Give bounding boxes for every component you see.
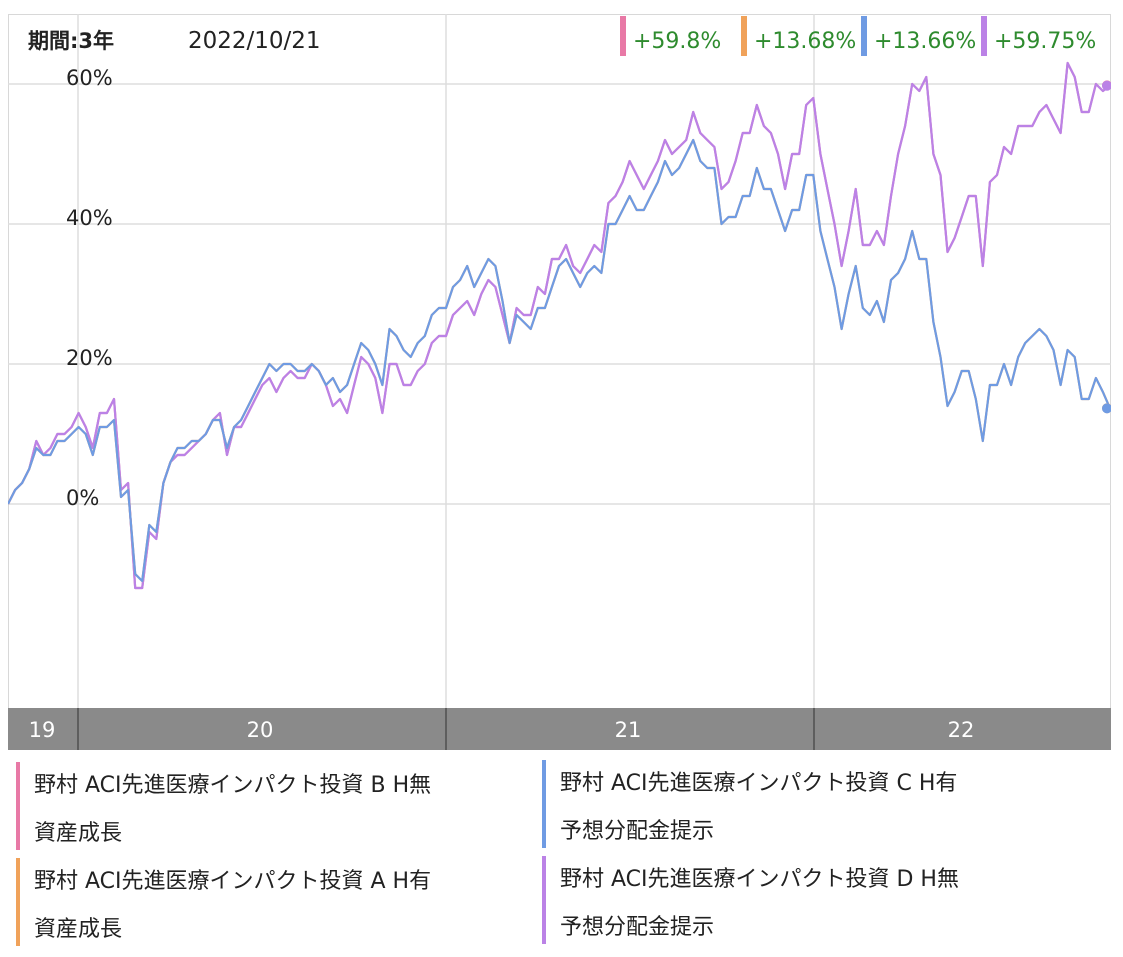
legend-item-a-h-ari-shisan: 野村 ACI先進医療インパクト投資 A H有 資産成長 (16, 858, 534, 954)
series-line-1 (7, 61, 1111, 590)
series-lines (7, 61, 1112, 590)
legend-fund-type: 予想分配金提示 (560, 915, 715, 940)
change-value: +59.8% (633, 29, 721, 54)
change-value: +13.68% (754, 29, 856, 54)
year-label-20: 20 (247, 718, 274, 742)
change-color-bar (861, 16, 867, 56)
series-end-markers (1102, 80, 1112, 414)
change-value: +59.75% (994, 29, 1096, 54)
legend-fund-name: 野村 ACI先進医療インパクト投資 A H有 (34, 869, 432, 894)
legend-fund-name: 野村 ACI先進医療インパクト投資 D H無 (560, 867, 959, 892)
change-color-bar (981, 16, 987, 56)
year-label-19: 19 (29, 718, 56, 742)
legend-color-bar (16, 762, 20, 850)
legend-color-bar (542, 760, 546, 848)
change-readouts: +59.8% +13.68% +13.66% +59.75% (620, 16, 1096, 56)
y-tick-label: 60% (66, 66, 113, 90)
year-label-21: 21 (615, 718, 642, 742)
chart-area: 60% 40% 20% 0% 19 20 21 22 期間:3年 2022/10/21 +5… (7, 14, 1112, 750)
year-label-22: 22 (948, 718, 975, 742)
y-tick-label: 20% (66, 346, 113, 370)
legend-fund-type: 資産成長 (34, 821, 123, 846)
x-axis-year-labels: 19 20 21 22 (29, 718, 975, 742)
year-band (8, 708, 1111, 750)
series-line-3 (7, 138, 1112, 583)
legend-fund-type: 資産成長 (34, 917, 123, 942)
legend-fund-name: 野村 ACI先進医療インパクト投資 B H無 (34, 773, 432, 798)
legend: 野村 ACI先進医療インパクト投資 B H無 資産成長 野村 ACI先進医療イン… (0, 760, 1123, 957)
y-tick-label: 40% (66, 206, 113, 230)
legend-item-b-h-nashi-shisan: 野村 ACI先進医療インパクト投資 B H無 資産成長 (16, 762, 534, 858)
period-label: 期間:3年 (28, 29, 114, 53)
line-chart: 60% 40% 20% 0% 19 20 21 22 期間:3年 2022/10/21 +5… (7, 14, 1112, 750)
legend-color-bar (16, 858, 20, 946)
series-end-dot-1 (1102, 80, 1112, 91)
date-label: 2022/10/21 (188, 28, 321, 54)
vertical-gridlines (77, 14, 815, 708)
change-color-bar (741, 16, 747, 56)
plot-border (8, 14, 1111, 750)
legend-fund-name: 野村 ACI先進医療インパクト投資 C H有 (560, 771, 958, 796)
legend-item-d-h-nashi-bunpai: 野村 ACI先進医療インパクト投資 D H無 予想分配金提示 (542, 856, 1060, 952)
change-color-bar (620, 16, 626, 56)
legend-fund-type: 予想分配金提示 (560, 819, 715, 844)
y-tick-label: 0% (66, 486, 99, 510)
change-value: +13.66% (874, 29, 976, 54)
year-band-dividers (77, 708, 815, 750)
legend-color-bar (542, 856, 546, 944)
series-end-dot-3 (1102, 403, 1112, 414)
y-axis-tick-labels: 60% 40% 20% 0% (66, 66, 113, 510)
legend-item-c-h-ari-bunpai: 野村 ACI先進医療インパクト投資 C H有 予想分配金提示 (542, 760, 1060, 856)
